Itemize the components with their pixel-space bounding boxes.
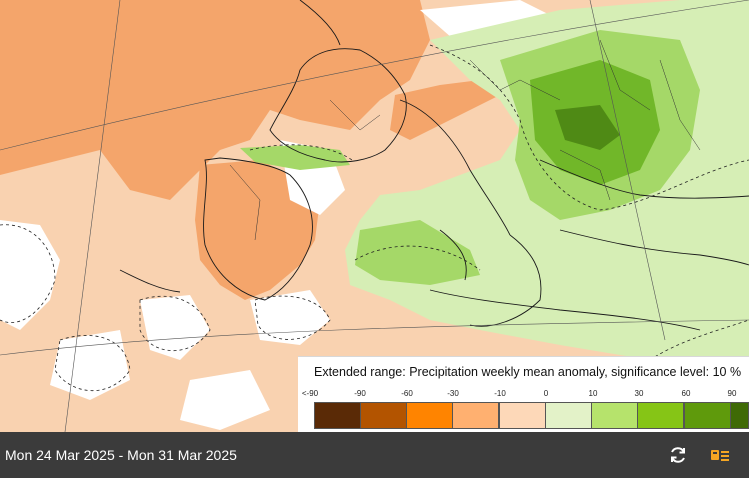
legend-tick: -60 <box>401 389 413 398</box>
neutral-patch-1 <box>0 220 60 330</box>
wet-region-mid-south <box>355 220 480 285</box>
layers-menu-button[interactable] <box>707 442 733 468</box>
legend-swatch <box>499 402 546 429</box>
anomaly-map[interactable] <box>0 0 749 432</box>
legend-swatch <box>406 402 453 429</box>
refresh-button[interactable] <box>665 442 691 468</box>
legend-swatch <box>545 402 592 429</box>
country-borders <box>229 39 701 241</box>
dry-region-italy-north <box>390 80 500 140</box>
neutral-patch-2 <box>140 295 210 360</box>
legend-tick: -90 <box>354 389 366 398</box>
dry-region-iberia <box>195 160 320 300</box>
wet-region-dark <box>555 105 620 150</box>
legend-swatch <box>314 402 361 429</box>
legend-tick: 30 <box>634 389 644 398</box>
map-canvas <box>0 0 749 432</box>
graticule <box>0 0 749 432</box>
legend-tick: -10 <box>494 389 506 398</box>
neutral-patch-6 <box>180 370 270 430</box>
date-range-label: Mon 24 Mar 2025 - Mon 31 Mar 2025 <box>5 447 237 463</box>
dry-region-atlantic <box>0 0 430 200</box>
legend-swatch <box>591 402 638 429</box>
refresh-icon <box>671 447 685 463</box>
wet-region-spain-north <box>240 145 350 170</box>
significance-contours <box>0 44 749 392</box>
layer-list-icon <box>711 450 729 461</box>
legend-tick: 90 <box>727 389 737 398</box>
legend-tick: 0 <box>543 389 549 398</box>
legend-tick: 60 <box>681 389 691 398</box>
legend-tick: -30 <box>447 389 459 398</box>
legend-swatch <box>684 402 731 429</box>
legend-swatch <box>452 402 499 429</box>
legend-title: Extended range: Precipitation weekly mea… <box>314 365 742 379</box>
legend-swatch <box>360 402 407 429</box>
legend-tick: <-90 <box>301 389 319 398</box>
bottom-toolbar: Mon 24 Mar 2025 - Mon 31 Mar 2025 <box>0 432 749 478</box>
legend-swatch <box>730 402 749 429</box>
legend-swatch <box>637 402 684 429</box>
legend-tick: 10 <box>588 389 598 398</box>
color-legend: Extended range: Precipitation weekly mea… <box>298 356 749 433</box>
